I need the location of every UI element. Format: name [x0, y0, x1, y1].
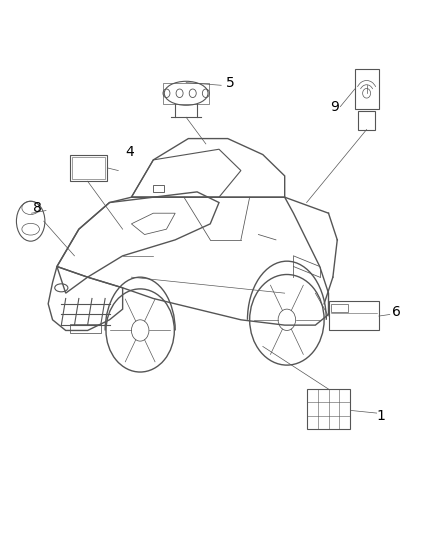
Text: 5: 5 [226, 76, 234, 90]
Bar [331, 304, 348, 312]
Bar [307, 389, 350, 429]
Text: 8: 8 [33, 201, 42, 215]
Bar [70, 324, 101, 333]
Bar [355, 69, 379, 109]
Bar [70, 155, 107, 181]
Bar [72, 157, 105, 179]
Text: 1: 1 [377, 409, 385, 423]
Text: 4: 4 [125, 145, 134, 159]
Bar [163, 83, 209, 104]
Bar [328, 301, 379, 330]
Bar [153, 185, 164, 192]
Text: 9: 9 [331, 100, 339, 114]
Text: 6: 6 [392, 305, 401, 319]
Bar [358, 111, 375, 130]
